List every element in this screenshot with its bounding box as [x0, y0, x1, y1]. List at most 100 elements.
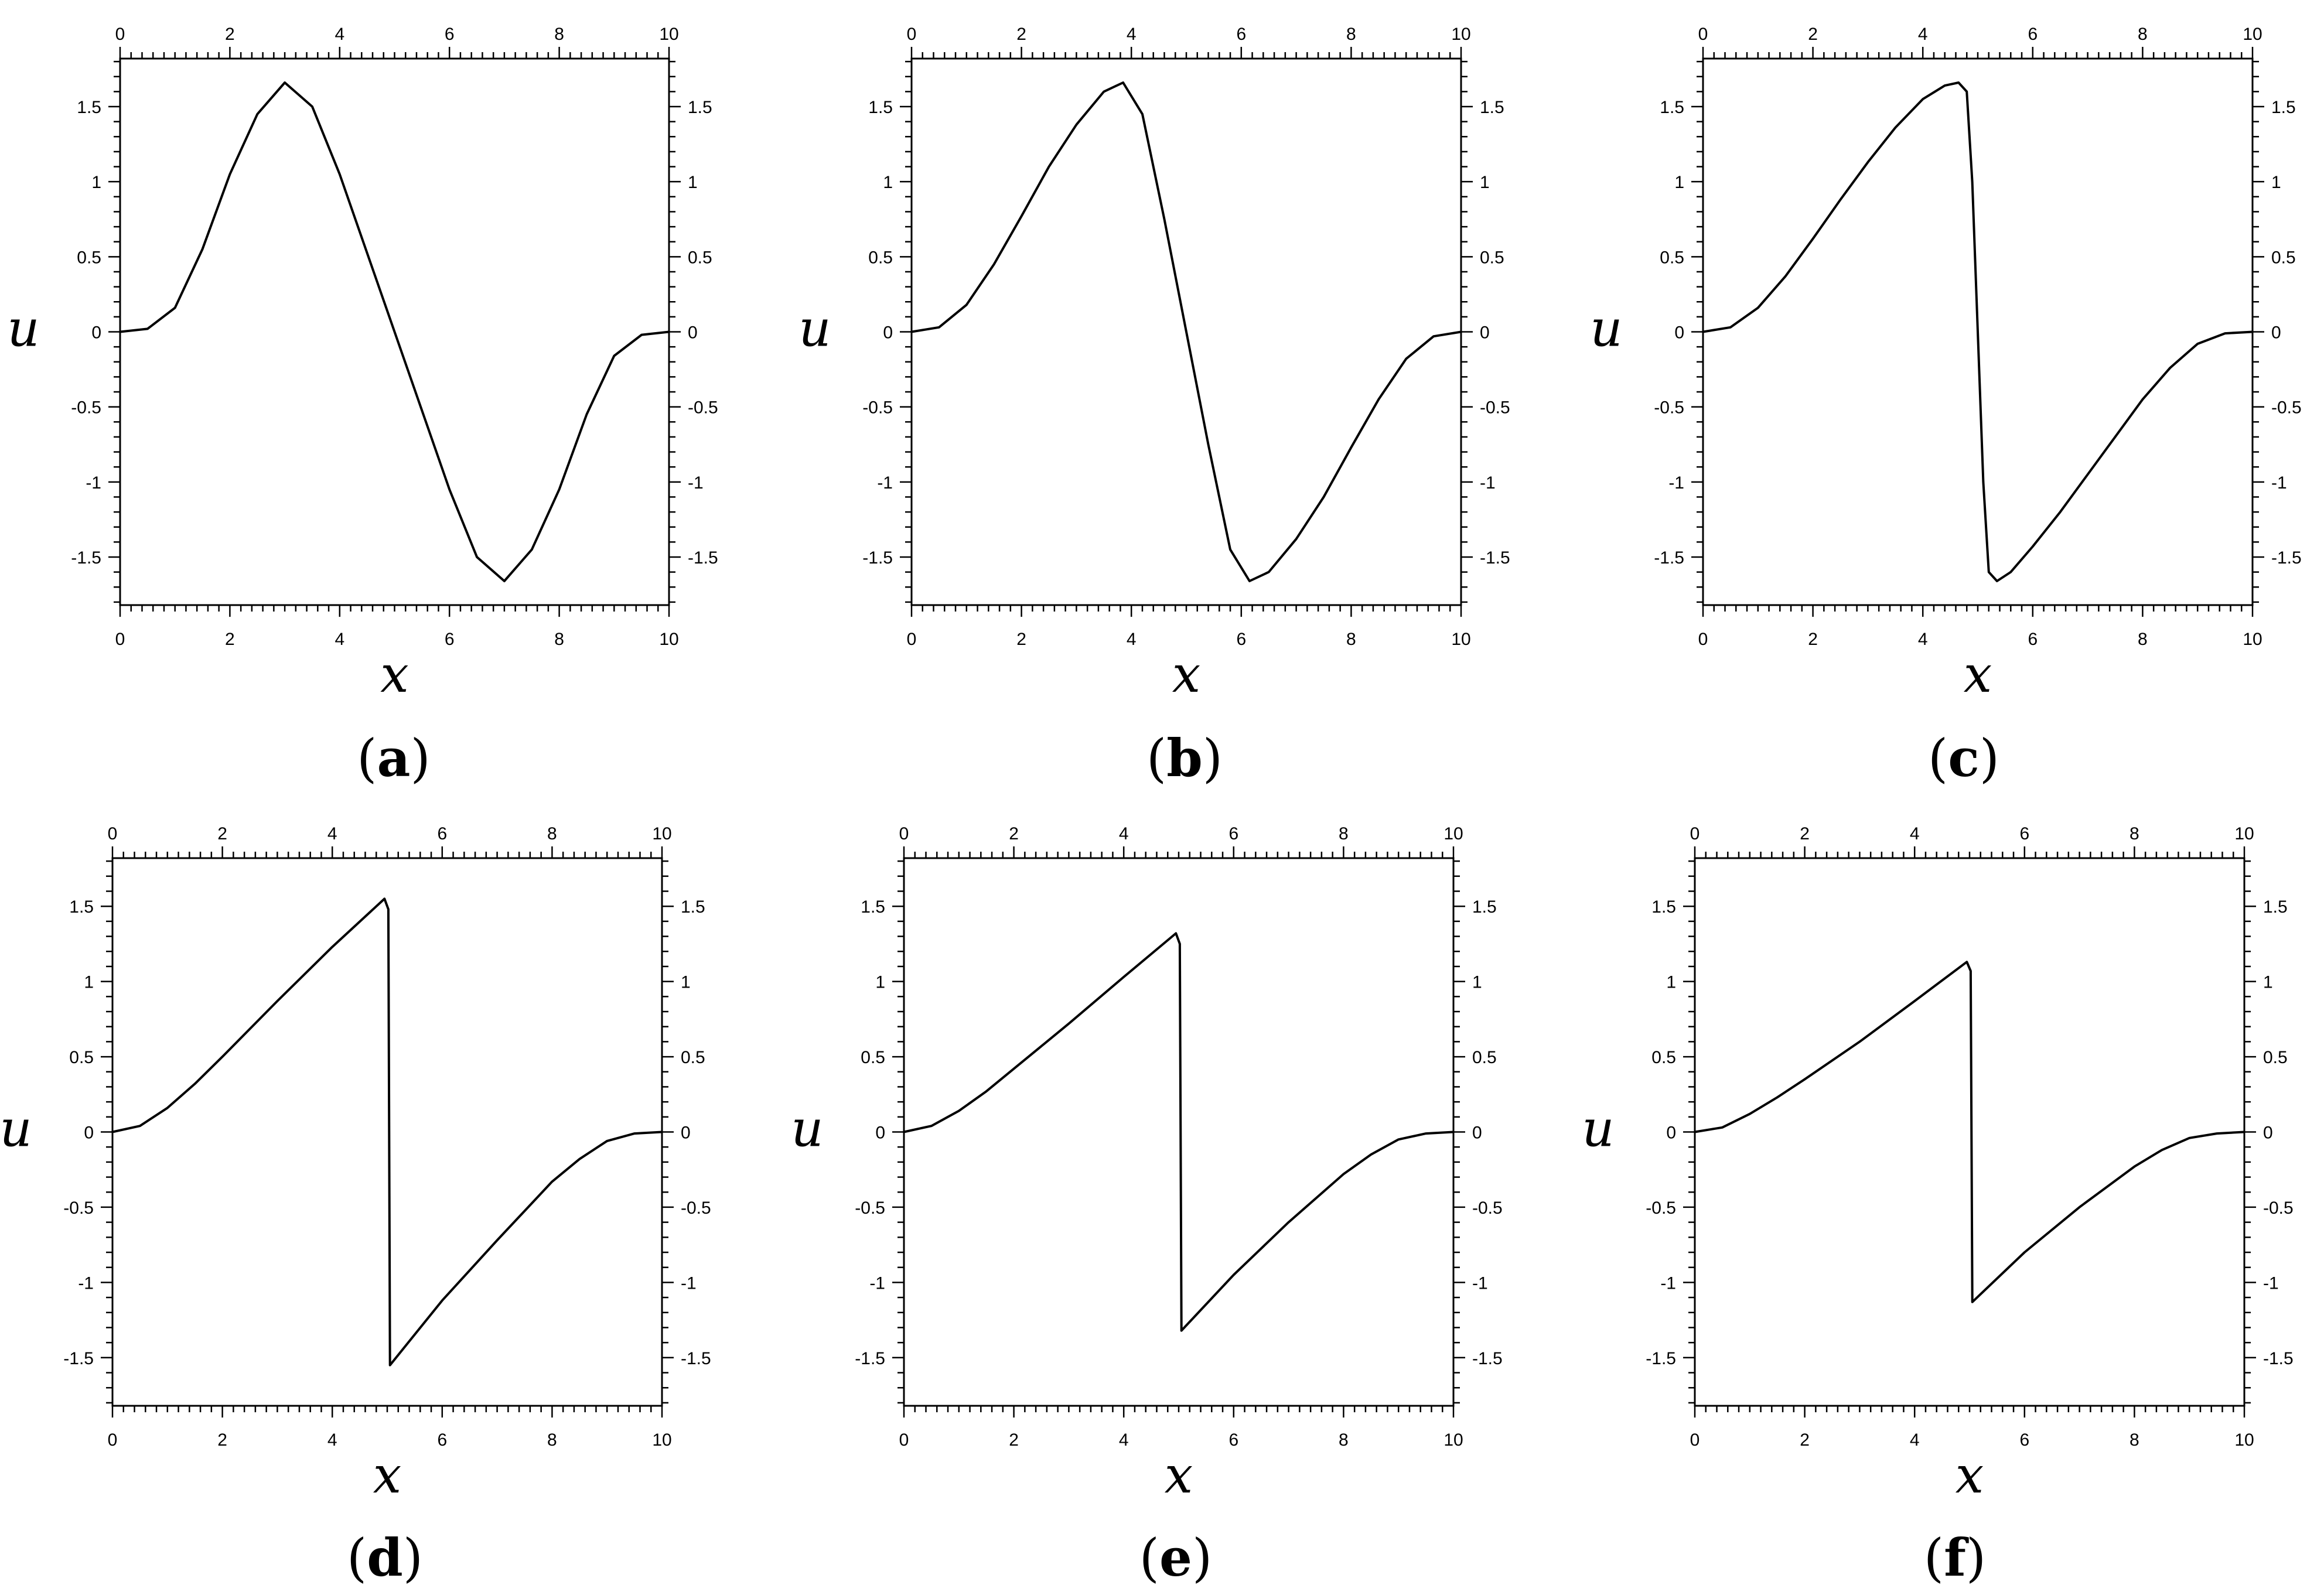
y-tick-label-right-b: -0.5: [1480, 398, 1510, 418]
x-tick-label-bottom-f: 8: [2130, 1430, 2139, 1450]
y-tick-label-right-f: -1.5: [2263, 1349, 2294, 1368]
x-tick-label-bottom-d: 10: [652, 1430, 671, 1450]
y-tick-label-right-e: 0.5: [1472, 1048, 1497, 1067]
x-tick-label-bottom-b: 0: [907, 630, 917, 649]
y-tick-label-left-b: 0: [883, 323, 893, 343]
y-tick-label-left-b: 1: [883, 173, 893, 192]
y-tick-label-left-e: 0.5: [861, 1048, 885, 1067]
x-tick-label-bottom-a: 8: [554, 630, 564, 649]
x-tick-label-bottom-f: 2: [1800, 1430, 1810, 1450]
panel-label-b: b: [1166, 728, 1203, 788]
y-axis-label-a: u: [7, 300, 39, 358]
y-tick-label-left-f: 0: [1666, 1123, 1676, 1143]
x-tick-label-top-b: 0: [907, 25, 917, 44]
y-axis-label-e: u: [791, 1100, 823, 1159]
x-tick-label-top-f: 2: [1800, 824, 1810, 843]
x-tick-label-top-e: 4: [1119, 824, 1129, 843]
y-tick-label-left-c: 0.5: [1660, 248, 1684, 267]
x-tick-label-bottom-f: 10: [2234, 1430, 2254, 1450]
x-tick-label-bottom-c: 2: [1808, 630, 1818, 649]
y-tick-label-right-d: -1.5: [681, 1349, 711, 1368]
y-tick-label-left-c: -1: [1668, 473, 1684, 493]
x-tick-label-top-e: 10: [1443, 824, 1463, 843]
x-tick-label-bottom-e: 8: [1339, 1430, 1349, 1450]
x-tick-label-bottom-d: 6: [437, 1430, 447, 1450]
x-tick-label-bottom-c: 8: [2138, 630, 2148, 649]
panel-label-f: f: [1944, 1527, 1966, 1588]
y-tick-label-left-d: 1.5: [69, 897, 94, 917]
x-tick-label-bottom-c: 6: [2028, 630, 2038, 649]
y-tick-label-left-c: 1: [1674, 173, 1684, 192]
y-tick-label-left-f: -1.5: [1646, 1349, 1676, 1368]
y-tick-label-right-e: 1.5: [1472, 897, 1497, 917]
chart-panel-a: 0 0 2 2 4 4 6 6 8 8 10 10 -1.5 -1.5 -1 -1 -0.5 -0.5 0 0 0.5 0…: [7, 25, 718, 704]
x-tick-label-top-c: 2: [1808, 25, 1818, 44]
x-tick-label-bottom-b: 8: [1346, 630, 1356, 649]
x-axis-label-c: x: [1964, 645, 1992, 704]
y-tick-label-left-a: 0: [91, 323, 101, 343]
y-tick-label-left-b: 0.5: [868, 248, 893, 267]
y-tick-label-left-e: 0: [875, 1123, 885, 1143]
y-tick-label-left-a: -1.5: [71, 548, 101, 568]
y-axis-label-b: u: [798, 300, 831, 358]
series-line-e-0: [903, 932, 1455, 1332]
y-tick-label-right-f: 0.5: [2263, 1048, 2288, 1067]
x-tick-label-top-e: 2: [1009, 824, 1019, 843]
y-tick-label-right-b: -1.5: [1480, 548, 1510, 568]
x-tick-label-bottom-f: 6: [2019, 1430, 2029, 1450]
x-tick-label-top-d: 4: [327, 824, 337, 843]
x-tick-label-bottom-d: 2: [217, 1430, 227, 1450]
x-tick-label-bottom-a: 6: [445, 630, 455, 649]
series-line-d-0: [111, 897, 663, 1367]
y-tick-label-right-d: 0.5: [681, 1048, 705, 1067]
series-line-c-0: [1702, 81, 2254, 582]
x-tick-label-top-a: 6: [445, 25, 455, 44]
series-line-f-0: [1694, 961, 2245, 1303]
x-tick-label-bottom-f: 0: [1690, 1430, 1700, 1450]
y-tick-label-right-f: 1.5: [2263, 897, 2288, 917]
y-tick-label-left-b: -0.5: [862, 398, 893, 418]
y-tick-label-left-a: -0.5: [71, 398, 101, 418]
y-tick-label-left-e: 1: [875, 973, 885, 992]
x-tick-label-top-b: 10: [1451, 25, 1470, 44]
x-tick-label-bottom-a: 0: [115, 630, 125, 649]
y-tick-label-left-a: 1: [91, 173, 101, 192]
y-tick-label-right-a: 0: [688, 323, 698, 343]
y-tick-label-left-d: -1.5: [63, 1349, 94, 1368]
y-tick-label-left-d: 1: [84, 973, 94, 992]
plot-frame-d: [111, 857, 663, 1407]
x-tick-label-top-e: 0: [899, 824, 909, 843]
x-tick-label-top-a: 2: [225, 25, 235, 44]
x-tick-label-bottom-e: 0: [899, 1430, 909, 1450]
x-tick-label-top-c: 8: [2138, 25, 2148, 44]
x-tick-label-bottom-c: 10: [2243, 630, 2262, 649]
y-tick-label-right-e: -1.5: [1472, 1349, 1503, 1368]
x-tick-label-top-b: 4: [1127, 25, 1137, 44]
y-tick-label-right-a: -0.5: [688, 398, 718, 418]
x-tick-label-top-d: 2: [217, 824, 227, 843]
x-tick-label-top-d: 10: [652, 824, 671, 843]
x-axis-label-d: x: [373, 1446, 402, 1505]
y-tick-label-left-e: -0.5: [855, 1198, 885, 1218]
x-tick-label-bottom-c: 0: [1698, 630, 1708, 649]
y-tick-label-left-c: -0.5: [1654, 398, 1684, 418]
y-tick-label-right-c: 0: [2271, 323, 2281, 343]
x-tick-label-top-d: 8: [547, 824, 557, 843]
x-axis-label-f: x: [1956, 1446, 1984, 1505]
y-tick-label-right-b: 0.5: [1480, 248, 1504, 267]
y-tick-label-left-e: 1.5: [861, 897, 885, 917]
x-tick-label-bottom-a: 4: [335, 630, 344, 649]
x-tick-label-top-c: 0: [1698, 25, 1708, 44]
x-tick-label-top-f: 8: [2130, 824, 2139, 843]
x-tick-label-top-b: 8: [1346, 25, 1356, 44]
y-tick-label-left-f: -1: [1660, 1273, 1676, 1293]
series-line-a-0: [119, 81, 670, 582]
x-tick-label-bottom-b: 4: [1127, 630, 1137, 649]
y-axis-label-f: u: [1582, 1100, 1614, 1159]
y-tick-label-right-d: 1: [681, 973, 691, 992]
x-axis-label-e: x: [1165, 1446, 1193, 1505]
y-tick-label-left-d: -1: [78, 1273, 94, 1293]
y-tick-label-left-a: 0.5: [77, 248, 101, 267]
panel-caption-c: (c): [1927, 728, 2000, 788]
